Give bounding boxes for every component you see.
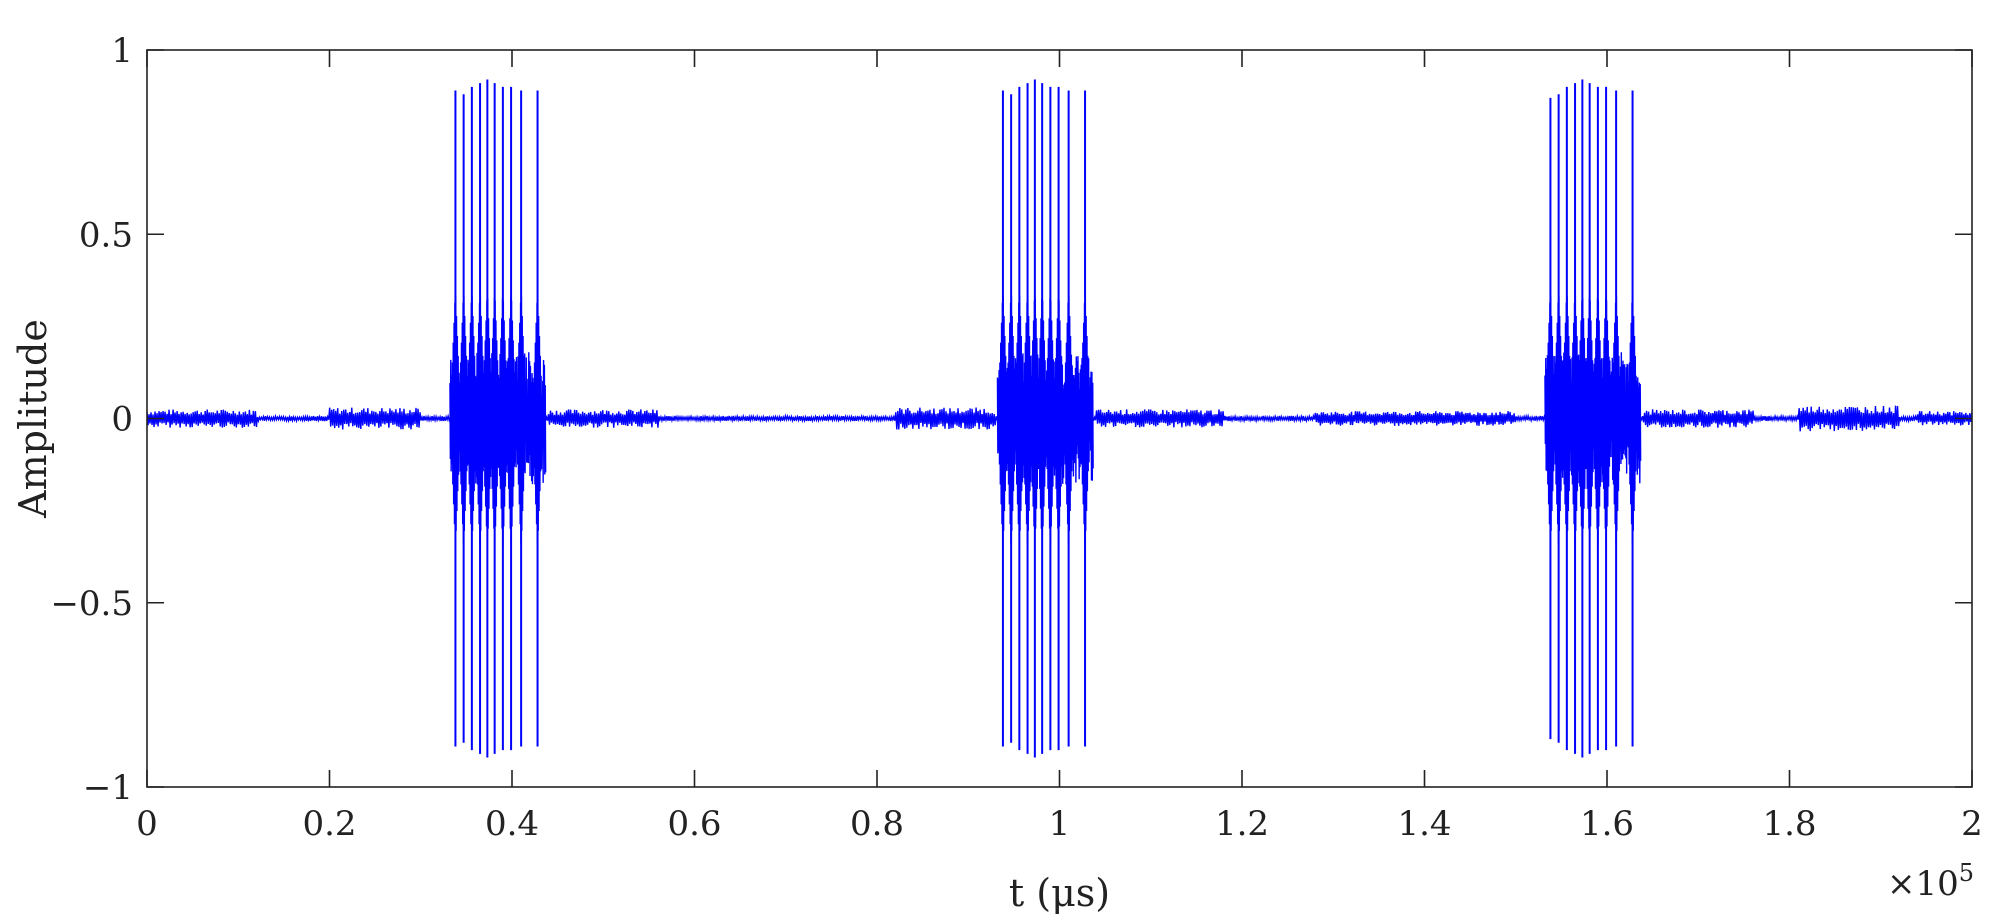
y-tick-label: 0: [111, 400, 133, 440]
x-tick-label: 0.4: [485, 804, 539, 844]
y-tick-labels: 1 0.5 0 −0.5 −1: [50, 31, 133, 808]
x-tick-label: 2: [1961, 804, 1983, 844]
y-tick-label: 1: [111, 31, 133, 71]
y-axis-label: Amplitude: [11, 319, 55, 519]
y-tick-label: −0.5: [50, 584, 133, 624]
x-tick-label: 0.8: [850, 804, 904, 844]
burst-ringing-2: [996, 296, 1094, 547]
x-tick-label: 1.8: [1762, 804, 1816, 844]
x-tick-label: 0: [136, 804, 158, 844]
burst-ringing-1: [449, 296, 547, 547]
x-tick-label: 1.4: [1397, 804, 1451, 844]
x-exponent-base: ×10: [1887, 864, 1959, 904]
signal-series: [146, 79, 1973, 758]
x-axis-exponent: ×105: [1887, 859, 1974, 904]
x-tick-label: 0.2: [302, 804, 356, 844]
burst-ringing-3: [1544, 296, 1642, 547]
x-tick-labels: 0 0.2 0.4 0.6 0.8 1 1.2 1.4 1.6 1.8 2: [136, 804, 1983, 844]
x-tick-label: 1.2: [1215, 804, 1269, 844]
axis-ticks: [146, 49, 1973, 788]
x-tick-label: 1: [1049, 804, 1071, 844]
y-tick-label: 0.5: [79, 215, 133, 255]
x-axis-label: t (μs): [1009, 871, 1110, 915]
x-tick-label: 1.6: [1580, 804, 1634, 844]
y-tick-label: −1: [83, 768, 133, 808]
x-exponent-power: 5: [1959, 859, 1974, 887]
x-tick-label: 0.6: [667, 804, 721, 844]
